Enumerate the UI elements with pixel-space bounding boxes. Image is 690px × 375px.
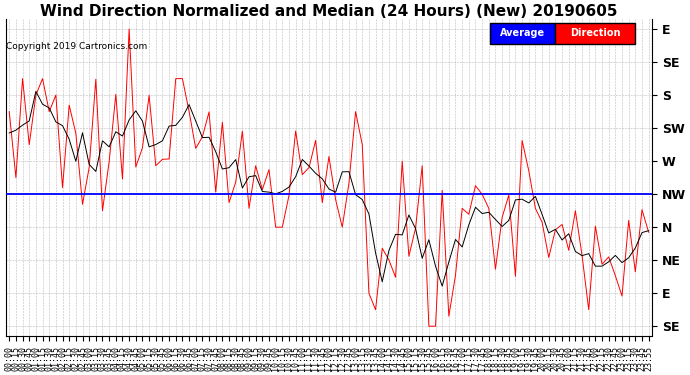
Text: Direction: Direction [570,28,620,38]
Text: Copyright 2019 Cartronics.com: Copyright 2019 Cartronics.com [6,42,147,51]
Title: Wind Direction Normalized and Median (24 Hours) (New) 20190605: Wind Direction Normalized and Median (24… [40,4,618,19]
Text: Average: Average [500,28,545,38]
